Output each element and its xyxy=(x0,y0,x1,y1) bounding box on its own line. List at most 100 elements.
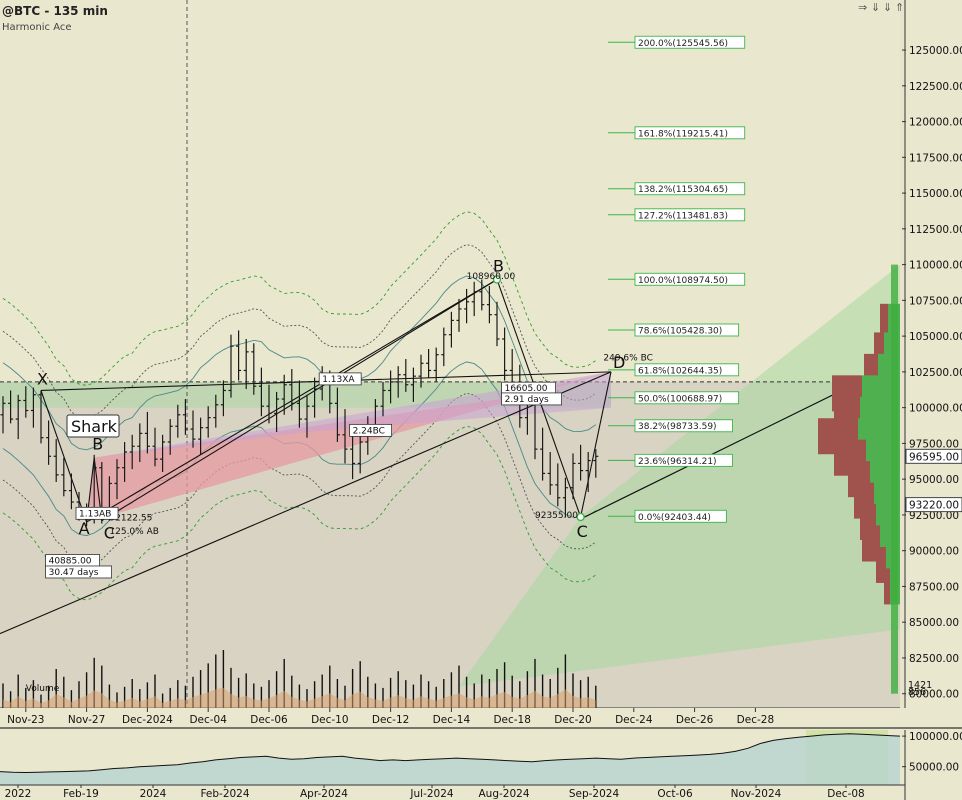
annotation-label: 92122.55 xyxy=(109,514,152,524)
fib-label-box xyxy=(634,391,740,405)
y-tick-label: 80000.00 xyxy=(909,689,959,701)
price-bar xyxy=(160,434,166,472)
y-tick-label: 110000.00 xyxy=(909,260,962,272)
fib-label: 78.6%(105428.30) xyxy=(638,326,722,336)
price-bar xyxy=(540,427,546,481)
price-bar xyxy=(274,391,280,432)
envelope-bands xyxy=(2,211,597,601)
price-bar xyxy=(167,419,173,455)
arrow-right-icon[interactable]: ⇒ xyxy=(858,1,867,14)
pattern-point-X: X xyxy=(37,369,48,388)
arrow-up-icon[interactable]: ⇑ xyxy=(895,1,904,14)
fib-label-box xyxy=(634,509,727,523)
y-tick-label: 117500.00 xyxy=(909,152,962,164)
shark-label-group: Shark xyxy=(66,414,120,438)
price-bar xyxy=(220,380,226,417)
volume-profile xyxy=(818,264,900,694)
y-tick-label: 82500.00 xyxy=(909,653,959,665)
annotation-label: Volume xyxy=(26,684,60,694)
price-bar xyxy=(456,298,462,332)
x-tick-label: Dec-2024 xyxy=(122,714,173,726)
last-price-flag: 96595.00 xyxy=(909,451,959,463)
price-bar xyxy=(555,463,561,507)
price-bar xyxy=(251,343,257,395)
overview-x-label: Dec-08 xyxy=(827,788,864,800)
y-tick-label: 92500.00 xyxy=(909,510,959,522)
price-bar xyxy=(547,451,553,495)
price-bar xyxy=(182,399,188,435)
fibonacci-levels: 200.0%(125545.56) 161.8%(119215.41) 138.2%… xyxy=(608,35,746,523)
time-axis[interactable]: Nov-23 Nov-27 Dec-2024 Dec-04 Dec-06 Dec-10 De… xyxy=(0,708,905,728)
middle-upper-band xyxy=(2,244,597,419)
fib-label: 38.2%(98733.59) xyxy=(638,422,717,432)
toolbar[interactable]: ⇒ ⇓ ⇓ ⇑ xyxy=(858,1,904,14)
price-bar xyxy=(395,366,401,398)
annotation-label: 30.47 days xyxy=(49,568,99,578)
price-axis[interactable]: 125000.00 122500.00 120000.00 117500.00 1150… xyxy=(902,0,962,708)
pattern-point-C: C xyxy=(577,522,588,541)
volume-scale-label: 856 xyxy=(908,687,926,698)
axis-gutter xyxy=(900,0,905,708)
price-bar xyxy=(68,473,74,510)
price-bars[interactable] xyxy=(0,279,599,527)
y-tick-label: 107500.00 xyxy=(909,295,962,307)
price-bar xyxy=(585,451,591,493)
overview-panel[interactable]: 100000.00 50000.00 2022 Feb-19 2024 Feb-2024 A… xyxy=(0,727,962,800)
overview-x-label: Nov-2024 xyxy=(731,788,782,800)
y-tick-label: 112500.00 xyxy=(909,224,962,236)
fib-label-box xyxy=(634,363,740,377)
price-bar xyxy=(15,394,21,440)
annotation-label: 92355.00 xyxy=(535,511,578,521)
price-bar xyxy=(175,404,181,438)
price-bar xyxy=(410,367,416,402)
marker-price-flag-box xyxy=(905,497,962,513)
price-bar xyxy=(486,286,492,324)
fib-label: 100.0%(108974.50) xyxy=(638,276,728,286)
price-bar xyxy=(388,370,394,404)
y-tick-label: 122500.00 xyxy=(909,81,962,93)
price-bar xyxy=(448,311,454,348)
fib-label: 161.8%(119215.41) xyxy=(638,129,728,139)
fib-label: 23.6%(96314.21) xyxy=(638,457,717,467)
y-tick-label: 115000.00 xyxy=(909,188,962,200)
price-bar xyxy=(8,390,14,424)
pattern-point-A: A xyxy=(79,519,90,538)
price-bar xyxy=(213,394,219,428)
y-tick-label: 120000.00 xyxy=(909,117,962,129)
marker-price-flag: 93220.00 xyxy=(909,500,959,512)
fib-label: 127.2%(113481.83) xyxy=(638,211,728,221)
x-tick-label: Dec-14 xyxy=(433,714,471,726)
price-bar xyxy=(479,279,485,311)
overview-x-label: Sep-2024 xyxy=(569,788,620,800)
pattern-second-fill xyxy=(94,371,611,458)
annotation-label: 2.24BC xyxy=(353,426,385,436)
y-tick-label: 90000.00 xyxy=(909,546,959,558)
annotation-box xyxy=(501,392,563,406)
y-tick-label: 102500.00 xyxy=(909,367,962,379)
price-bar xyxy=(562,477,568,517)
price-bar xyxy=(502,327,508,381)
profile-red xyxy=(862,525,880,562)
pattern-leg-5 xyxy=(580,371,612,518)
y-tick-label: 95000.00 xyxy=(909,474,959,486)
y-tick-label: 97500.00 xyxy=(909,438,959,450)
pattern-point-D: D xyxy=(613,353,625,372)
price-bar xyxy=(114,459,120,500)
overview-x-label: Apr-2024 xyxy=(300,788,348,800)
price-bar xyxy=(312,377,318,418)
arrow-down-icon[interactable]: ⇓ xyxy=(883,1,892,14)
price-bar xyxy=(494,301,500,347)
outer-upper-band xyxy=(2,211,597,386)
study-label: Harmonic Ace xyxy=(2,22,72,33)
price-bar xyxy=(441,327,447,367)
price-bar xyxy=(129,434,135,470)
arrow-down-icon[interactable]: ⇓ xyxy=(871,1,880,14)
price-bar xyxy=(342,409,348,464)
annotation-box xyxy=(318,372,362,386)
y-tick-label: 100000.00 xyxy=(909,403,962,415)
price-bar xyxy=(418,354,424,388)
profile-red xyxy=(876,546,886,583)
x-tick-label: Dec-28 xyxy=(737,714,774,726)
